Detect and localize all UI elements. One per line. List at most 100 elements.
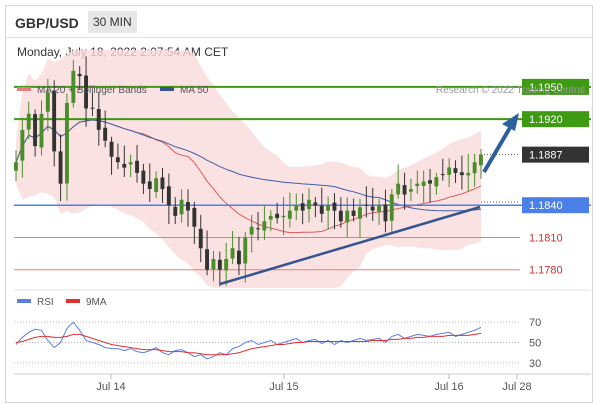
candle-body [96, 109, 101, 130]
rsi-level-label: 70 [529, 317, 541, 329]
time-tick-label: Jul 14 [96, 381, 125, 393]
candle-body [409, 189, 413, 192]
candle-body [173, 206, 178, 216]
candle-body [186, 202, 190, 211]
candle-body [447, 167, 452, 175]
candle-body [415, 183, 420, 187]
rsi-ma-legend-label: 9MA [86, 297, 107, 308]
ma20-legend-swatch [17, 87, 31, 91]
candle-body [428, 180, 432, 184]
candle-body [217, 259, 222, 270]
candle-body [364, 204, 369, 206]
last-price-box [522, 146, 589, 163]
candle-body [396, 183, 401, 195]
time-tick-label: Jul 16 [434, 381, 463, 393]
candle-body [466, 172, 471, 176]
candle-body [268, 215, 273, 220]
candle-body [332, 202, 337, 211]
timeframe-badge[interactable]: 30 MIN [88, 11, 137, 33]
candle-body [421, 181, 426, 186]
candle-body [179, 199, 184, 215]
resistance-label-box [522, 111, 589, 128]
candle-body [256, 228, 260, 230]
candle-body [275, 213, 280, 219]
candle-body [160, 177, 165, 190]
price-levels: 1.1950 1.1920 1.1887 1.1840 1.1810 1.1780 [14, 78, 591, 277]
currency-pair: GBP/USD [15, 15, 79, 31]
candle-body [370, 206, 375, 211]
candle-body [453, 168, 458, 173]
last-price-label: 1.1887 [529, 150, 563, 162]
candle-body [281, 215, 286, 218]
ma50-legend-label: MA 50 [180, 85, 209, 96]
time-tick-label: Jul 15 [269, 381, 298, 393]
candle-body [141, 170, 146, 184]
candle-body [224, 259, 229, 271]
rsi-line [15, 321, 482, 360]
candle-body [294, 205, 299, 211]
support-label: 1.1840 [529, 200, 563, 212]
candle-body [192, 207, 197, 227]
candle-body [383, 204, 388, 222]
candle-body [58, 151, 63, 184]
resistance-label: 1.1950 [529, 82, 563, 94]
candle-body [402, 185, 407, 195]
uptrend-line [219, 205, 481, 286]
price-legend: MA 20 + Bollinger Bands MA 50 Research © 2… [17, 85, 585, 96]
candle-body [154, 178, 159, 192]
minor-support-label: 1.1810 [529, 232, 563, 244]
candle-body [71, 70, 76, 103]
rsi-ma-legend-swatch [66, 299, 80, 303]
rsi-legend-label: RSI [37, 297, 54, 308]
candle-body [20, 129, 25, 161]
candle-body [135, 160, 139, 173]
candle-body [338, 210, 343, 222]
candle-body [434, 177, 439, 187]
candle-body [128, 162, 133, 165]
rsi-panel: RSI 9MA 70 50 30 [14, 289, 591, 370]
candle-body [243, 237, 248, 264]
candle-body [33, 114, 37, 147]
candle-body [249, 226, 254, 235]
candles [14, 56, 483, 287]
candle-body [319, 205, 324, 214]
projection-arrow-head [502, 113, 519, 131]
candle-body [313, 202, 318, 206]
candle-body [65, 103, 69, 184]
candle-body [90, 107, 95, 109]
candle-body [122, 163, 127, 168]
candle-body [351, 210, 356, 216]
candle-body [84, 75, 88, 109]
candle-body [472, 162, 477, 174]
candle-body [205, 249, 209, 270]
candle-body [358, 207, 362, 219]
bollinger-bands [16, 50, 481, 288]
candle-body [45, 92, 50, 112]
support-label-box [522, 197, 589, 214]
minor-support-label: 1.1780 [529, 265, 563, 277]
candle-body [109, 141, 114, 157]
rsi-level-label: 50 [529, 338, 541, 350]
projection-arrow-shaft [482, 124, 513, 174]
candle-body [262, 221, 267, 231]
time-axis: Jul 14 Jul 15 Jul 16 Jul 28 [14, 373, 591, 393]
candle-body [230, 248, 235, 259]
candle-body [147, 181, 152, 189]
candle-body [389, 194, 394, 221]
candle-body [300, 203, 305, 211]
candle-body [103, 127, 108, 141]
candle-body [77, 73, 82, 77]
candle-body [211, 259, 216, 270]
candle-body [39, 113, 44, 148]
candle-body [26, 113, 31, 130]
candle-body [459, 172, 464, 176]
candle-body [287, 210, 292, 219]
candle-body [307, 199, 311, 209]
bollinger-band-area [16, 50, 481, 288]
ma50-legend-swatch [160, 87, 174, 91]
candle-body [52, 90, 57, 152]
candle-body [440, 174, 445, 176]
candle-body [326, 205, 330, 211]
candle-body [479, 154, 483, 166]
